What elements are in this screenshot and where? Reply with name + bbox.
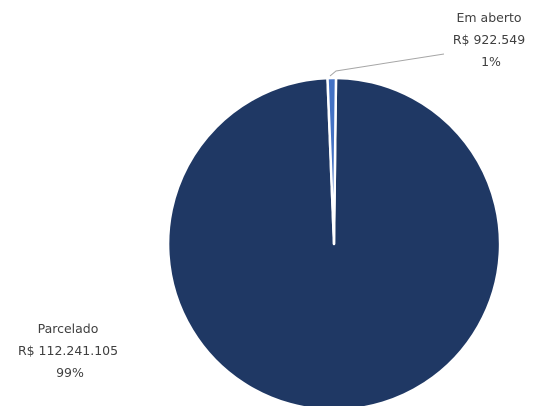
label-em-aberto-name: Em aberto (456, 10, 521, 25)
label-em-aberto-percent: 1% (481, 54, 501, 69)
pie-slice-em-aberto (326, 76, 338, 246)
leader-line-em-aberto (329, 53, 445, 77)
label-parcelado-percent: 99% (56, 365, 84, 380)
label-parcelado: Parcelado R$ 112.241.105 99% (18, 321, 122, 380)
label-em-aberto: Em aberto R$ 922.549 1% (453, 10, 529, 69)
label-parcelado-value: R$ 112.241.105 (18, 343, 118, 358)
label-em-aberto-value: R$ 922.549 (453, 32, 525, 47)
pie-slices (166, 76, 502, 406)
label-parcelado-name: Parcelado (38, 321, 99, 336)
